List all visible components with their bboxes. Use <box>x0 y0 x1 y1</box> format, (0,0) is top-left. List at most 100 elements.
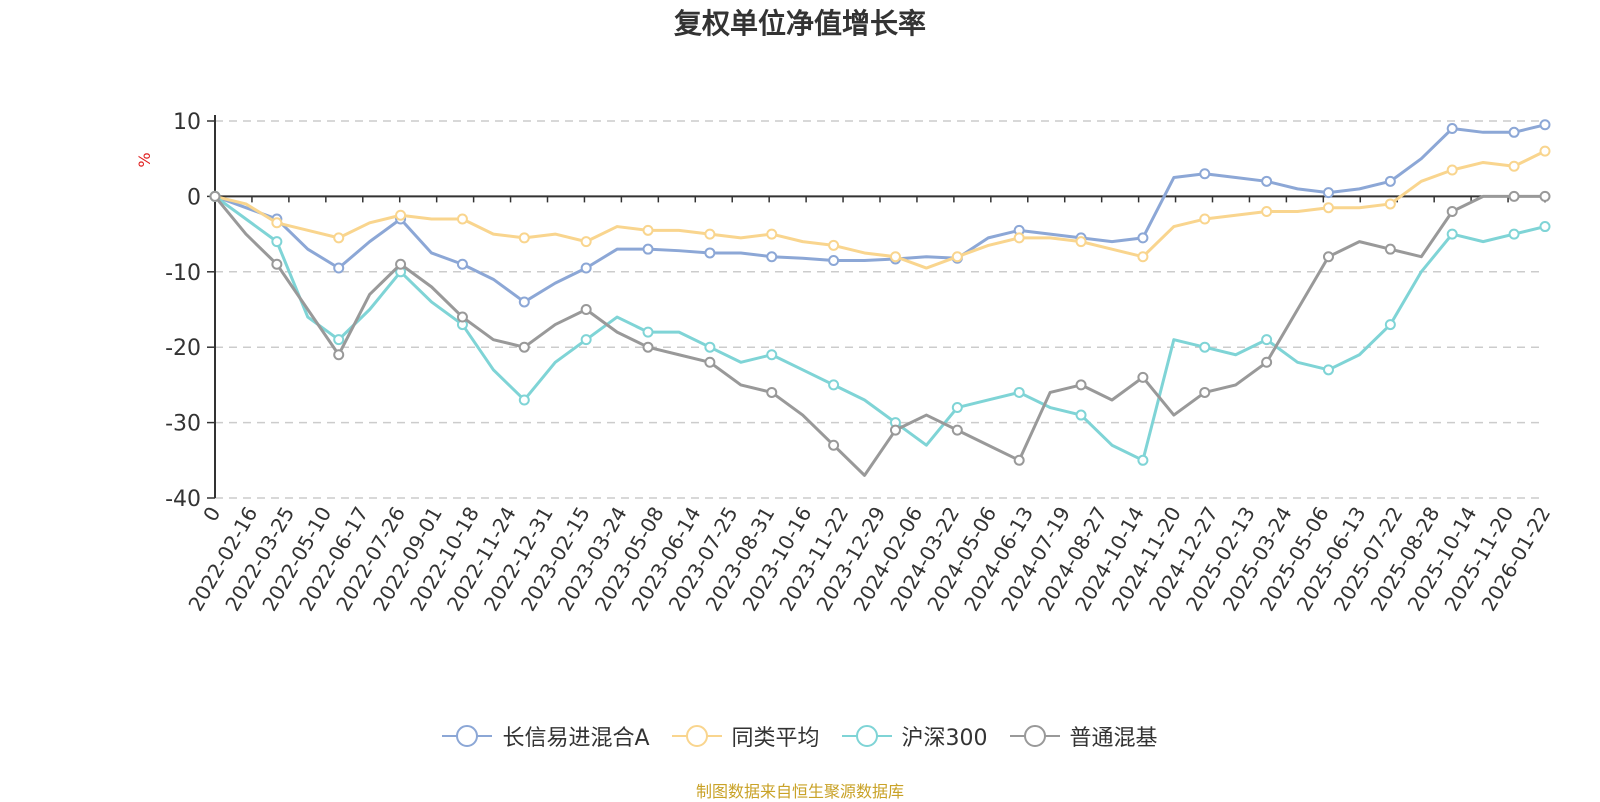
data-point[interactable] <box>1075 379 1087 391</box>
legend-label: 普通混基 <box>1069 726 1158 751</box>
data-point[interactable] <box>1013 386 1025 398</box>
series-0 <box>209 119 1551 308</box>
data-point[interactable] <box>1199 168 1211 180</box>
data-point[interactable] <box>580 304 592 315</box>
data-point[interactable] <box>333 334 345 346</box>
data-point[interactable] <box>1446 205 1458 217</box>
data-point[interactable] <box>1137 454 1149 466</box>
data-point[interactable] <box>271 236 283 248</box>
data-point[interactable] <box>1446 228 1458 240</box>
data-point[interactable] <box>1508 190 1520 202</box>
data-point[interactable] <box>951 251 963 263</box>
data-point[interactable] <box>1137 232 1149 244</box>
data-point[interactable] <box>704 356 716 368</box>
series-line <box>214 149 1546 270</box>
data-point[interactable] <box>271 217 283 229</box>
data-point[interactable] <box>1261 334 1273 346</box>
legend-marker-icon <box>841 725 892 747</box>
data-point[interactable] <box>1508 160 1520 172</box>
y-tick-label: 10 <box>173 110 201 135</box>
data-point[interactable] <box>1539 145 1551 157</box>
data-point[interactable] <box>1013 232 1025 244</box>
series-line <box>213 194 1545 477</box>
data-point[interactable] <box>1322 202 1334 214</box>
legend-item-peer-average[interactable]: 同类平均 <box>671 720 820 752</box>
series-1 <box>209 145 1551 270</box>
data-point[interactable] <box>333 232 345 244</box>
data-point[interactable] <box>271 258 283 270</box>
data-point[interactable] <box>1261 175 1273 187</box>
legend-item-csi300[interactable]: 沪深300 <box>841 720 988 752</box>
series-lines <box>209 119 1551 477</box>
data-point[interactable] <box>642 326 654 338</box>
data-point[interactable] <box>209 190 221 202</box>
legend-marker-icon <box>1009 725 1060 747</box>
data-point[interactable] <box>1446 164 1458 176</box>
data-point[interactable] <box>828 239 840 251</box>
data-point[interactable] <box>1137 251 1149 263</box>
data-point[interactable] <box>1075 236 1087 248</box>
data-point[interactable] <box>395 258 407 270</box>
data-point[interactable] <box>1322 187 1334 199</box>
data-point[interactable] <box>518 296 530 308</box>
data-point[interactable] <box>642 341 654 353</box>
data-point[interactable] <box>456 311 468 323</box>
data-point[interactable] <box>518 232 530 244</box>
data-point[interactable] <box>889 251 901 263</box>
data-point[interactable] <box>1384 319 1396 331</box>
data-point[interactable] <box>1199 386 1211 398</box>
data-point[interactable] <box>333 262 345 274</box>
data-point[interactable] <box>1322 364 1334 376</box>
data-point[interactable] <box>580 262 592 274</box>
data-point[interactable] <box>1539 119 1551 131</box>
legend-item-fund[interactable]: 长信易进混合A <box>442 720 650 752</box>
data-point[interactable] <box>1137 371 1149 383</box>
data-point[interactable] <box>951 402 963 414</box>
data-point[interactable] <box>1508 126 1520 138</box>
data-point[interactable] <box>1384 198 1396 210</box>
data-point[interactable] <box>333 349 345 361</box>
data-point[interactable] <box>518 341 530 353</box>
data-point[interactable] <box>395 209 407 221</box>
data-point[interactable] <box>828 254 840 266</box>
data-point[interactable] <box>1539 190 1551 202</box>
legend: 长信易进混合A 同类平均 沪深300 普通混基 <box>0 720 1600 752</box>
data-point[interactable] <box>1539 221 1551 233</box>
data-point[interactable] <box>1261 356 1273 368</box>
data-point[interactable] <box>1013 454 1025 466</box>
data-point[interactable] <box>704 341 716 353</box>
series-3 <box>209 190 1551 477</box>
data-point[interactable] <box>1508 228 1520 240</box>
data-point[interactable] <box>1199 341 1211 353</box>
data-point[interactable] <box>1446 123 1458 135</box>
data-point[interactable] <box>642 243 654 255</box>
data-point[interactable] <box>580 334 592 346</box>
data-point[interactable] <box>1384 243 1396 255</box>
data-point[interactable] <box>828 439 840 451</box>
data-point[interactable] <box>1075 409 1087 421</box>
data-point[interactable] <box>766 386 778 398</box>
data-point[interactable] <box>642 224 654 236</box>
y-tick-label: -10 <box>165 261 201 286</box>
data-point[interactable] <box>580 236 592 248</box>
data-point[interactable] <box>951 424 963 436</box>
source-note: 制图数据来自恒生聚源数据库 <box>695 782 904 801</box>
y-tick-label: -40 <box>165 487 201 512</box>
data-point[interactable] <box>766 349 778 361</box>
legend-item-mixed-fund-index[interactable]: 普通混基 <box>1009 720 1158 752</box>
data-point[interactable] <box>1199 213 1211 225</box>
data-point[interactable] <box>1322 251 1334 263</box>
data-point[interactable] <box>889 424 901 436</box>
data-point[interactable] <box>456 213 468 225</box>
data-point[interactable] <box>828 379 840 391</box>
data-point[interactable] <box>1261 205 1273 217</box>
data-point[interactable] <box>766 251 778 263</box>
data-point[interactable] <box>1384 175 1396 187</box>
y-axis-label: % <box>135 152 154 167</box>
data-point[interactable] <box>456 258 468 270</box>
data-point[interactable] <box>704 228 716 240</box>
data-point[interactable] <box>704 247 716 259</box>
data-point[interactable] <box>518 394 530 406</box>
data-point[interactable] <box>766 228 778 240</box>
grid-lines <box>215 120 1545 499</box>
